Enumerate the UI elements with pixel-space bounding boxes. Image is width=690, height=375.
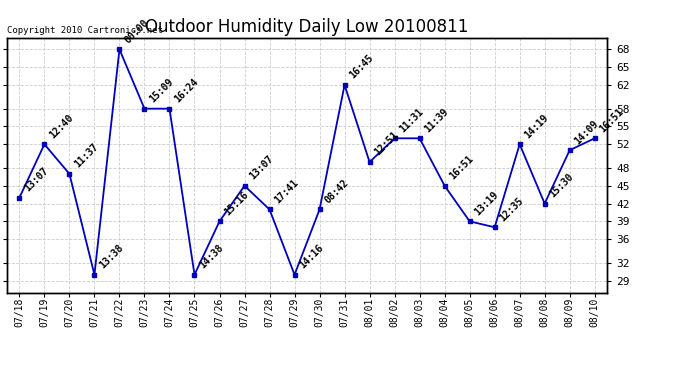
Text: 13:38: 13:38 bbox=[97, 243, 125, 270]
Text: 12:40: 12:40 bbox=[47, 112, 75, 140]
Text: 00:00: 00:00 bbox=[122, 17, 150, 45]
Text: 13:07: 13:07 bbox=[22, 166, 50, 194]
Text: 11:31: 11:31 bbox=[397, 106, 425, 134]
Text: 13:19: 13:19 bbox=[473, 189, 500, 217]
Text: 11:37: 11:37 bbox=[72, 142, 100, 170]
Text: 15:16: 15:16 bbox=[222, 189, 250, 217]
Text: 13:07: 13:07 bbox=[247, 154, 275, 182]
Text: Copyright 2010 Cartronics.net: Copyright 2010 Cartronics.net bbox=[7, 26, 163, 35]
Text: 11:39: 11:39 bbox=[422, 106, 451, 134]
Text: 16:24: 16:24 bbox=[172, 76, 200, 105]
Text: 16:51: 16:51 bbox=[447, 154, 475, 182]
Text: 14:19: 14:19 bbox=[522, 112, 551, 140]
Text: 12:51: 12:51 bbox=[373, 130, 400, 158]
Text: 12:35: 12:35 bbox=[497, 195, 525, 223]
Text: 08:42: 08:42 bbox=[322, 177, 351, 205]
Title: Outdoor Humidity Daily Low 20100811: Outdoor Humidity Daily Low 20100811 bbox=[146, 18, 469, 36]
Text: 17:41: 17:41 bbox=[273, 177, 300, 205]
Text: 14:09: 14:09 bbox=[573, 118, 600, 146]
Text: 16:45: 16:45 bbox=[347, 53, 375, 81]
Text: 15:30: 15:30 bbox=[547, 171, 575, 200]
Text: 16:51: 16:51 bbox=[598, 106, 625, 134]
Text: 14:16: 14:16 bbox=[297, 243, 325, 270]
Text: 15:09: 15:09 bbox=[147, 76, 175, 105]
Text: 14:38: 14:38 bbox=[197, 243, 225, 270]
